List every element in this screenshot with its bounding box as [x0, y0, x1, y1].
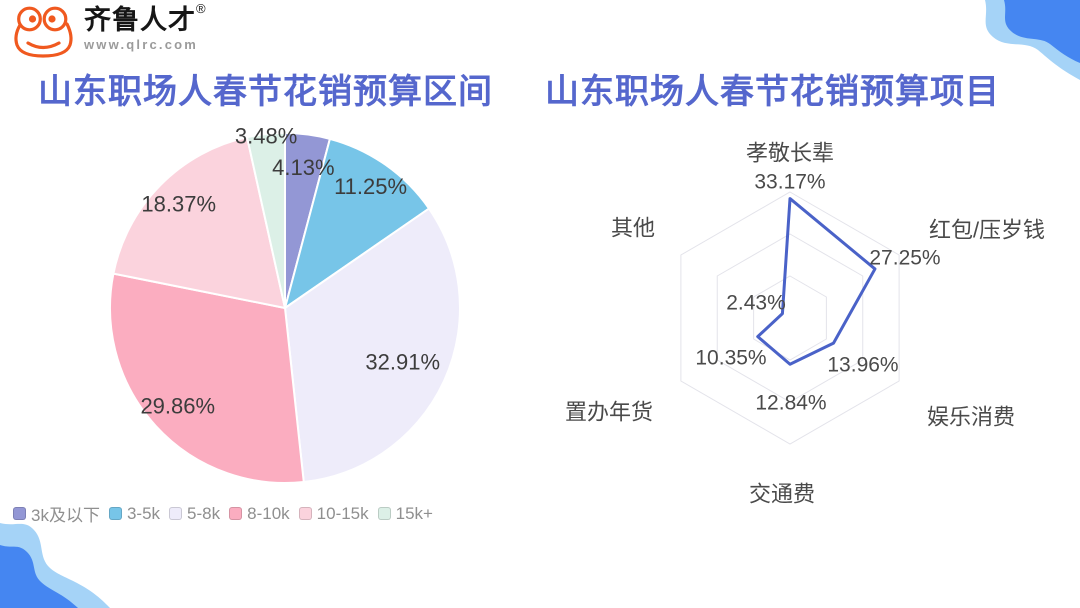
decor-blob-top-right-icon [985, 0, 1080, 80]
radar-grid-ring-1 [753, 275, 827, 361]
brand-text: 齐鲁人才® www.qlrc.com [84, 1, 207, 52]
pie-slice-label-1: 11.25% [334, 174, 407, 199]
radar-axis-label-1: 红包/压岁钱 [929, 218, 1045, 243]
legend-item-0: 3k及以下 [13, 501, 100, 526]
radar-axis-label-0: 孝敬长辈 [746, 141, 834, 166]
legend-label: 3-5k [126, 503, 161, 523]
legend-swatch-icon [377, 507, 391, 520]
legend-label: 8-10k [247, 503, 290, 523]
frog-logo-icon [14, 6, 73, 58]
pie-chart-title: 山东职场人春节花销预算区间 [38, 73, 493, 111]
decor-blob-bottom-left-icon [0, 523, 110, 608]
pie-slice-label-3: 29.86% [140, 393, 215, 418]
pie-chart: 4.13%11.25% 32.91% 29.86% 18.37% 3.48% [109, 123, 461, 484]
radar-value-label-5: 2.43% [726, 292, 786, 315]
legend-item-1: 3-5k [108, 503, 161, 524]
blob-dark-shape [0, 545, 78, 608]
pie-slice-1 [284, 137, 430, 309]
radar-value-label-4: 10.35% [695, 347, 766, 370]
pie-legend: 3k及以下 3-5k 5-8k 8-10k 10-15k 15k+ [13, 501, 433, 526]
pie-slice-5 [246, 132, 286, 309]
brand-name: 齐鲁人才® [84, 1, 207, 36]
pie-slice-4 [112, 136, 286, 309]
legend-swatch-icon [298, 507, 312, 520]
legend-swatch-icon [108, 507, 122, 520]
radar-value-label-2: 13.96% [827, 354, 898, 377]
radar-axis-label-2: 娱乐消费 [927, 405, 1015, 430]
radar-chart-title: 山东职场人春节花销预算项目 [545, 73, 1000, 111]
pie-slice-3 [109, 272, 305, 484]
legend-label: 3k及以下 [31, 506, 100, 525]
pie-slice-label-4: 18.37% [141, 191, 216, 216]
blob-dark-shape [1004, 0, 1080, 63]
pie-slice-label-0: 4.13% [272, 155, 334, 180]
radar-axis-label-4: 置办年货 [565, 400, 653, 425]
legend-item-4: 10-15k [298, 503, 369, 524]
radar-value-label-1: 27.25% [869, 247, 940, 270]
brand-header: 齐鲁人才® www.qlrc.com [12, 1, 207, 58]
radar-axis-label-5: 其他 [611, 216, 655, 241]
radar-data-polygon [756, 197, 877, 366]
radar-value-label-3: 12.84% [755, 392, 826, 415]
pie-slice-label-2: 32.91% [365, 349, 440, 374]
brand-website: www.qlrc.com [84, 36, 199, 52]
registered-mark: ® [196, 1, 207, 16]
legend-swatch-icon [169, 507, 183, 520]
legend-item-2: 5-8k [169, 504, 220, 524]
legend-label: 15k+ [395, 503, 433, 523]
legend-label: 10-15k [316, 503, 369, 523]
radar-grid-ring-2 [716, 233, 864, 403]
radar-axis-label-3: 交通费 [749, 482, 815, 507]
radar-grid-ring-3 [680, 191, 900, 445]
pie-slice-2 [284, 207, 461, 483]
pie-slice-label-5: 3.48% [235, 123, 297, 148]
brand-name-text: 齐鲁人才 [84, 5, 196, 35]
radar-value-label-0: 33.17% [754, 171, 825, 194]
legend-item-5: 15k+ [377, 503, 433, 524]
legend-swatch-icon [13, 507, 26, 520]
legend-swatch-icon [229, 507, 243, 520]
legend-item-3: 8-10k [229, 504, 290, 524]
legend-label: 5-8k [187, 503, 221, 523]
